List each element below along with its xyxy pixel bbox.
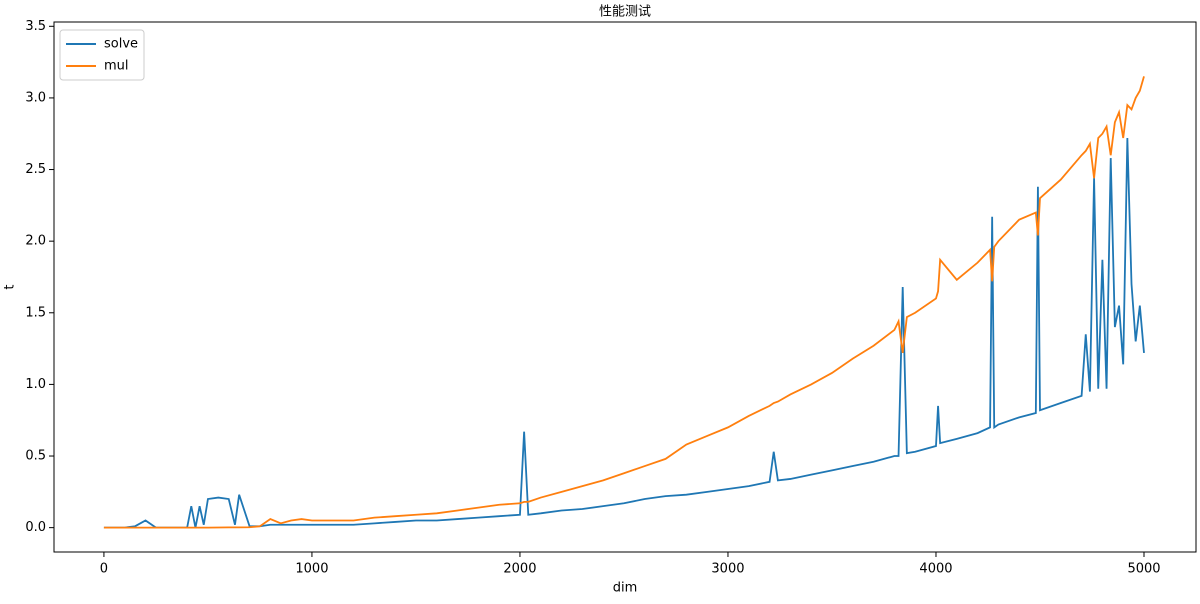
- y-tick-label: 3.0: [25, 90, 46, 105]
- legend-label: mul: [104, 59, 129, 74]
- y-tick-label: 0.5: [25, 449, 46, 464]
- y-tick-label: 0.0: [25, 520, 46, 535]
- x-tick-label: 5000: [1127, 562, 1160, 577]
- y-tick-label: 2.5: [25, 162, 46, 177]
- legend-box: [59, 29, 145, 81]
- x-tick-label: 4000: [919, 562, 952, 577]
- y-tick-label: 2.0: [25, 234, 46, 249]
- x-tick-label: 0: [100, 562, 108, 577]
- chart-title: 性能测试: [599, 5, 651, 20]
- line-series: [103, 138, 1145, 529]
- y-tick-label: 3.5: [25, 19, 46, 34]
- line-series: [103, 76, 1145, 529]
- y-tick-label: 1.0: [25, 377, 46, 392]
- x-tick-label: 2000: [503, 562, 536, 577]
- x-tick-label: 3000: [711, 562, 744, 577]
- plot-frame: [53, 21, 1197, 553]
- x-axis-label: dim: [613, 581, 638, 596]
- legend-label: solve: [104, 37, 138, 52]
- x-tick-label: 1000: [295, 562, 328, 577]
- y-axis-label: t: [3, 284, 18, 289]
- y-tick-label: 1.5: [25, 305, 46, 320]
